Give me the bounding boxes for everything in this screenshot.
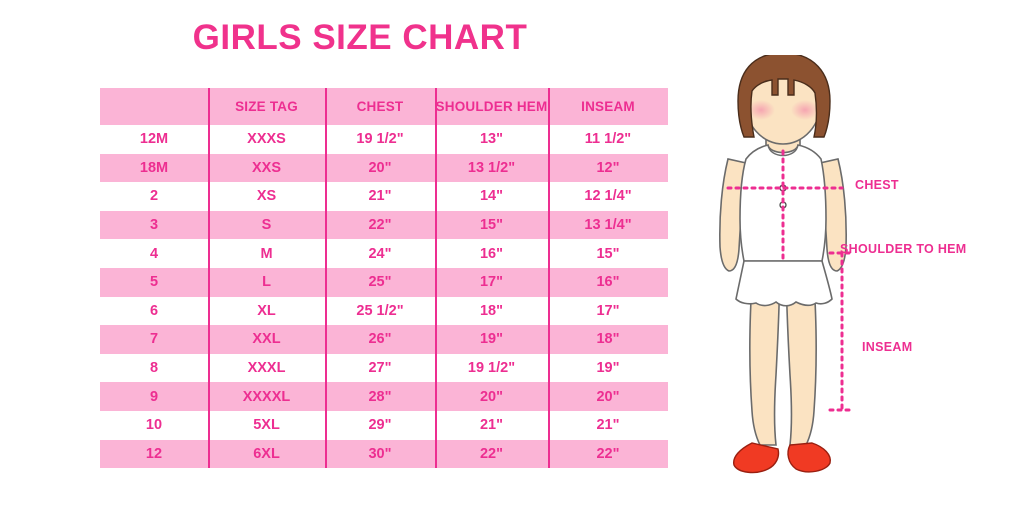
column-header-chest: CHEST <box>325 88 435 125</box>
right-shoe <box>787 442 831 473</box>
cell-size-tag: XXXXL <box>208 382 325 411</box>
table-row: 12 6XL 30" 22" 22" <box>100 439 668 469</box>
cell-shoulder-hem: 15" <box>435 210 548 240</box>
column-header-inseam: INSEAM <box>548 88 668 125</box>
label-shoulder-to-hem: SHOULDER TO HEM <box>840 242 967 256</box>
cell-chest: 22" <box>325 210 435 240</box>
table-row: 18M XXS 20" 13 1/2" 12" <box>100 153 668 183</box>
table-row: 5 L 25" 17" 16" <box>100 267 668 297</box>
table-row: 10 5XL 29" 21" 21" <box>100 410 668 440</box>
cell-chest: 28" <box>325 382 435 411</box>
cell-size: 12 <box>100 439 208 469</box>
cell-chest: 25 1/2" <box>325 296 435 326</box>
column-header-size-tag: SIZE TAG <box>208 88 325 125</box>
hair <box>737 55 831 138</box>
cell-shoulder-hem: 19" <box>435 325 548 354</box>
cell-size: 5 <box>100 267 208 297</box>
label-inseam: INSEAM <box>862 340 913 354</box>
blush-left <box>747 100 775 120</box>
table-row: 7 XXL 26" 19" 18" <box>100 325 668 354</box>
cell-size: 4 <box>100 239 208 268</box>
cell-chest: 21" <box>325 182 435 211</box>
cell-size: 9 <box>100 382 208 411</box>
table-row: 8 XXXL 27" 19 1/2" 19" <box>100 353 668 383</box>
cell-size-tag: XS <box>208 182 325 211</box>
cell-inseam: 11 1/2" <box>548 125 668 154</box>
cell-shoulder-hem: 13" <box>435 125 548 154</box>
blush-right <box>791 100 819 120</box>
cell-inseam: 21" <box>548 410 668 440</box>
table-row: 6 XL 25 1/2" 18" 17" <box>100 296 668 326</box>
cell-size: 7 <box>100 325 208 354</box>
cell-inseam: 12" <box>548 153 668 183</box>
size-chart-table-wrapper: SIZE TAG CHEST SHOULDER HEM INSEAM 12M X… <box>100 88 668 469</box>
cell-chest: 19 1/2" <box>325 125 435 154</box>
cell-inseam: 15" <box>548 239 668 268</box>
cell-size-tag: 6XL <box>208 439 325 469</box>
table-row: 9 XXXXL 28" 20" 20" <box>100 382 668 411</box>
size-chart-table: SIZE TAG CHEST SHOULDER HEM INSEAM 12M X… <box>100 88 668 469</box>
cell-chest: 27" <box>325 353 435 383</box>
table-row: 3 S 22" 15" 13 1/4" <box>100 210 668 240</box>
cell-size-tag: L <box>208 267 325 297</box>
cell-shoulder-hem: 13 1/2" <box>435 153 548 183</box>
cell-shoulder-hem: 14" <box>435 182 548 211</box>
cell-inseam: 12 1/4" <box>548 182 668 211</box>
figure-body-group <box>719 55 847 474</box>
cell-shoulder-hem: 22" <box>435 439 548 469</box>
cell-size: 8 <box>100 353 208 383</box>
page-title: GIRLS SIZE CHART <box>192 18 528 57</box>
cell-size: 2 <box>100 182 208 211</box>
cell-size: 18M <box>100 153 208 183</box>
cell-chest: 24" <box>325 239 435 268</box>
cell-inseam: 13 1/4" <box>548 210 668 240</box>
label-chest: CHEST <box>855 178 899 192</box>
cell-chest: 20" <box>325 153 435 183</box>
cell-size: 3 <box>100 210 208 240</box>
table-body: 12M XXXS 19 1/2" 13" 11 1/2" 18M XXS 20"… <box>100 125 668 469</box>
skirt <box>735 260 833 307</box>
cell-inseam: 16" <box>548 267 668 297</box>
cell-size: 6 <box>100 296 208 326</box>
cell-size: 12M <box>100 125 208 154</box>
cell-inseam: 18" <box>548 325 668 354</box>
cell-size-tag: XXXS <box>208 125 325 154</box>
cell-shoulder-hem: 17" <box>435 267 548 297</box>
cell-inseam: 20" <box>548 382 668 411</box>
cell-chest: 25" <box>325 267 435 297</box>
column-header-shoulder-hem: SHOULDER HEM <box>435 88 548 125</box>
cell-inseam: 22" <box>548 439 668 469</box>
girl-figure-illustration <box>690 55 880 495</box>
cell-shoulder-hem: 21" <box>435 410 548 440</box>
cell-size-tag: 5XL <box>208 410 325 440</box>
column-header-size <box>100 88 208 125</box>
cell-shoulder-hem: 19 1/2" <box>435 353 548 383</box>
left-shoe <box>733 442 780 474</box>
cell-size-tag: XXXL <box>208 353 325 383</box>
cell-shoulder-hem: 16" <box>435 239 548 268</box>
cell-size-tag: XXS <box>208 153 325 183</box>
cell-chest: 30" <box>325 439 435 469</box>
cell-shoulder-hem: 18" <box>435 296 548 326</box>
cell-chest: 29" <box>325 410 435 440</box>
cell-chest: 26" <box>325 325 435 354</box>
cell-size-tag: S <box>208 210 325 240</box>
table-row: 4 M 24" 16" 15" <box>100 239 668 268</box>
cell-size-tag: M <box>208 239 325 268</box>
table-row: 12M XXXS 19 1/2" 13" 11 1/2" <box>100 125 668 154</box>
cell-size-tag: XL <box>208 296 325 326</box>
cell-inseam: 17" <box>548 296 668 326</box>
table-header-row: SIZE TAG CHEST SHOULDER HEM INSEAM <box>100 88 668 125</box>
table-row: 2 XS 21" 14" 12 1/4" <box>100 182 668 211</box>
cell-size: 10 <box>100 410 208 440</box>
cell-shoulder-hem: 20" <box>435 382 548 411</box>
measurement-guide-lines <box>726 149 856 412</box>
cell-size-tag: XXL <box>208 325 325 354</box>
cell-inseam: 19" <box>548 353 668 383</box>
